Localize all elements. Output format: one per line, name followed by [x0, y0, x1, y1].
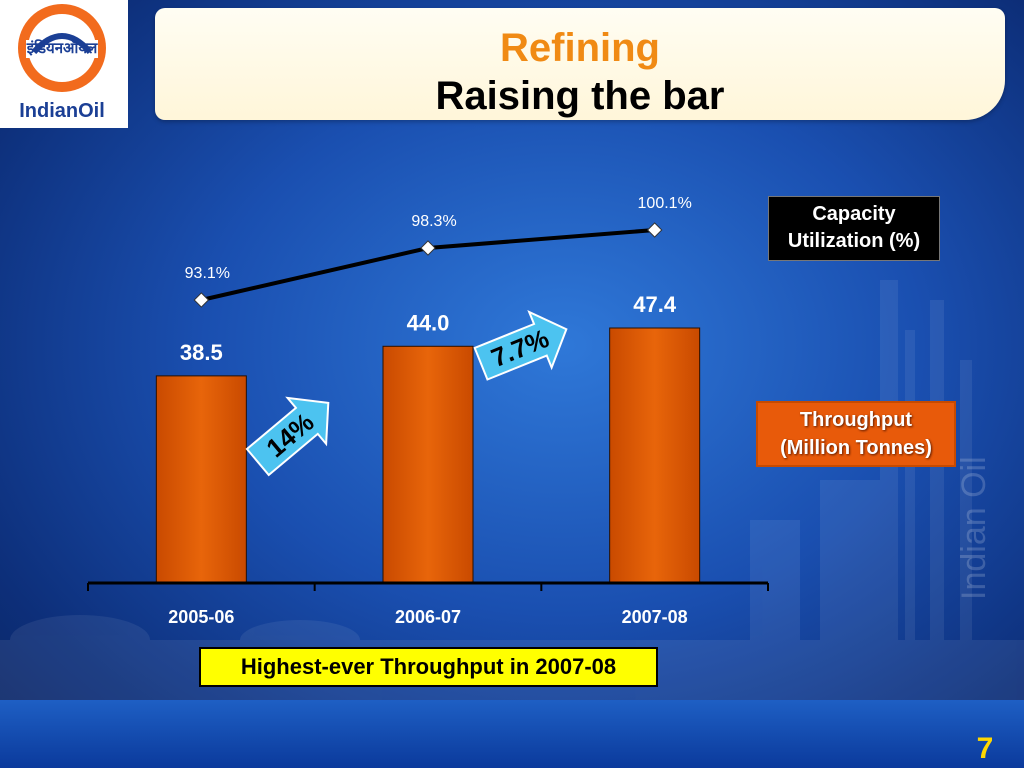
x-tick-label: 2006-07	[395, 607, 461, 627]
x-tick-label: 2005-06	[168, 607, 234, 627]
legend-capacity-line1: Capacity	[812, 203, 896, 225]
line-value-label: 98.3%	[411, 213, 456, 230]
footer-band	[0, 700, 1024, 768]
indianoil-logo: इंडियनऑयल IndianOil	[0, 0, 128, 128]
legend-capacity-line2: Utilization (%)	[787, 230, 921, 252]
bar-value-label: 38.5	[180, 340, 223, 365]
highlight-callout: Highest-ever Throughput in 2007-08	[199, 647, 658, 687]
line-marker	[646, 222, 663, 238]
title-banner: Refining Raising the bar	[155, 8, 1005, 120]
growth-arrow: 7.7%	[473, 309, 568, 381]
legend-throughput-line2: (Million Tonnes)	[780, 437, 932, 459]
line-marker	[420, 240, 436, 256]
legend-capacity-utilization: Capacity Utilization (%)	[768, 196, 940, 261]
bar-2005-06	[155, 375, 247, 584]
logo-hindi-text: इंडियनऑयल	[26, 39, 98, 57]
legend-throughput-line1: Throughput	[799, 409, 913, 431]
logo-brand-text: IndianOil	[19, 100, 105, 122]
bar-2006-07	[382, 345, 474, 584]
bar-2007-08	[609, 327, 701, 584]
x-tick-label: 2007-08	[622, 607, 688, 627]
growth-arrow-shape	[473, 309, 568, 381]
growth-arrow-shape	[245, 396, 330, 477]
bar-value-label: 47.4	[633, 292, 677, 317]
line-marker	[193, 292, 210, 308]
slide-subtitle: Raising the bar	[435, 74, 725, 118]
line-value-label: 100.1%	[638, 195, 692, 212]
page-number: 7	[976, 732, 994, 765]
bar-value-label: 44.0	[407, 310, 450, 335]
logo-emblem: इंडियनऑयल IndianOil	[18, 4, 106, 122]
slide-title: Refining	[500, 26, 660, 70]
line-value-label: 93.1%	[185, 265, 230, 282]
legend-throughput: Throughput (Million Tonnes)	[756, 401, 956, 467]
growth-arrow: 14%	[245, 396, 330, 477]
